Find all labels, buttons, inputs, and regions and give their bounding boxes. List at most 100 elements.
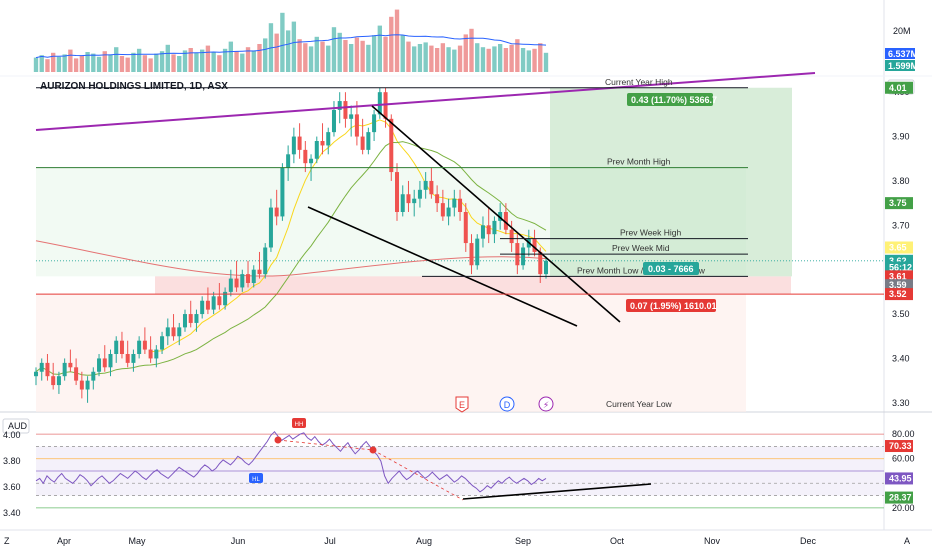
candle (429, 167, 434, 199)
pivot-hh-bg (292, 418, 306, 428)
candle-body (435, 194, 440, 204)
candle (102, 345, 107, 372)
volume-bar (434, 48, 440, 72)
earnings-marker (455, 396, 469, 413)
candle (114, 336, 119, 363)
volume-bar (543, 52, 549, 72)
candle (142, 327, 147, 354)
candle (274, 189, 279, 226)
volume-bar (245, 47, 251, 72)
candle-body (480, 225, 485, 239)
volume-bar (331, 27, 337, 72)
candle-body (291, 136, 296, 155)
level-label: Current Year Low (606, 399, 673, 409)
volume-axis-tick: 20M (893, 26, 911, 36)
dividend-marker (499, 396, 515, 412)
candle (463, 203, 468, 252)
event-icon[interactable]: D (499, 396, 515, 412)
candle-body (263, 247, 268, 275)
volume-bar (222, 48, 228, 72)
candle-body (223, 291, 228, 306)
candle-body (354, 114, 359, 137)
volume-bar (257, 44, 262, 72)
candle (423, 172, 428, 199)
candle (119, 331, 124, 359)
candle-body (532, 238, 537, 252)
volume-bar (492, 46, 497, 72)
candle (521, 243, 526, 270)
candle-body (440, 203, 445, 217)
auto-scale-button[interactable]: A (904, 536, 910, 546)
rsi-currency-button[interactable]: AUD (2, 418, 30, 434)
volume-tag-bg (885, 60, 915, 71)
candle (125, 340, 130, 368)
candle (286, 145, 291, 181)
candle (492, 216, 497, 244)
candle-body (200, 300, 205, 315)
timezone-label[interactable]: Z (4, 536, 10, 546)
middle-label: 0.03 - 7666 (648, 264, 694, 274)
candle-body (486, 225, 491, 235)
candle-body (446, 207, 451, 217)
volume-bar (297, 39, 302, 72)
candle-body (314, 141, 319, 159)
candle (360, 118, 365, 155)
candle-body (417, 189, 422, 199)
volume-bar (56, 56, 62, 72)
candle-body (137, 340, 142, 354)
volume-bar (85, 52, 90, 72)
volume-bar (79, 56, 85, 72)
candle (372, 109, 377, 141)
stop-label-bg (626, 299, 716, 312)
candle (148, 336, 153, 363)
stop-zone (155, 276, 791, 295)
event-icon[interactable]: ⚡ (538, 396, 554, 412)
level-label: Prev Week High (620, 228, 682, 238)
candle-body (320, 141, 325, 146)
volume-bar (486, 48, 491, 72)
ma-slow-line (35, 240, 547, 277)
volume-ma-line (35, 34, 547, 59)
volume-bar (337, 32, 342, 72)
candle-body (74, 367, 79, 381)
candle-body (217, 296, 222, 306)
volume-bar (177, 56, 182, 72)
candle (171, 314, 176, 341)
price-tag-label: 3.61 (889, 271, 907, 281)
volume-bar (45, 59, 50, 72)
volume-bar (131, 52, 136, 72)
volume-bar (371, 35, 377, 72)
volume-bar (303, 43, 308, 72)
pivot-hh-label: HH (295, 422, 304, 428)
volume-bar (62, 54, 67, 72)
candle-body (240, 274, 245, 288)
candle (331, 101, 336, 137)
rsi-left-tick-label: 3.40 (3, 508, 21, 518)
candle (177, 322, 182, 346)
volume-bar (509, 44, 514, 72)
candle (343, 92, 348, 128)
candle (268, 198, 273, 252)
price-tag-bg (885, 197, 913, 210)
volume-bar (114, 47, 119, 72)
candle-body (51, 376, 56, 386)
candle-body (509, 229, 514, 244)
volume-bar (217, 55, 222, 72)
volume-bar (475, 43, 480, 72)
event-icon[interactable]: E (455, 396, 469, 413)
rsi-tag-bg (885, 440, 913, 453)
rsi-left-tick-label: 3.80 (3, 456, 21, 466)
candle-body (205, 300, 210, 310)
rsi-pivot-dot (369, 446, 377, 454)
middle-label-bg (643, 262, 699, 275)
x-tick-label: Dec (800, 536, 817, 546)
wedge-upper-trendline (371, 105, 621, 323)
volume-bar (360, 40, 365, 72)
price-tag-bg (885, 288, 913, 301)
candle-body (62, 362, 67, 377)
volume-tag-bg (885, 48, 915, 59)
volume-bar (446, 47, 451, 72)
rsi-line (35, 430, 547, 493)
candle-body (503, 212, 508, 230)
